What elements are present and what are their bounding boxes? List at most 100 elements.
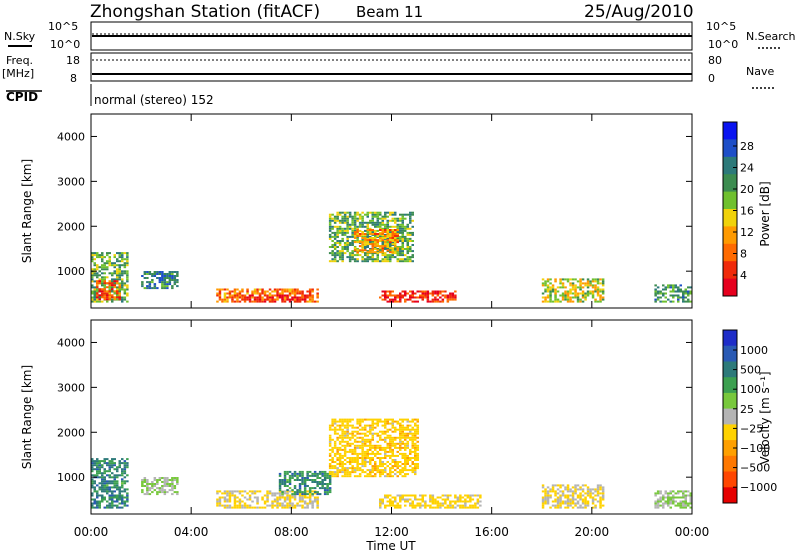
heatmap-cell bbox=[669, 490, 672, 493]
heatmap-cell bbox=[271, 294, 274, 297]
heatmap-cell bbox=[391, 430, 394, 433]
nsearch-tick-bottom: 10^0 bbox=[708, 38, 738, 51]
heatmap-cell bbox=[369, 219, 372, 222]
heatmap-cell bbox=[449, 298, 452, 301]
heatmap-cell bbox=[103, 292, 106, 295]
heatmap-cell bbox=[677, 496, 680, 499]
heatmap-cell bbox=[464, 494, 467, 497]
heatmap-cell bbox=[399, 254, 402, 257]
heatmap-cell bbox=[369, 452, 372, 455]
heatmap-cell bbox=[601, 288, 605, 291]
heatmap-cell bbox=[106, 276, 109, 279]
heatmap-cell bbox=[308, 491, 312, 494]
heatmap-cell bbox=[579, 496, 582, 499]
heatmap-cell bbox=[171, 279, 174, 281]
heatmap-cell bbox=[343, 450, 347, 453]
heatmap-cell bbox=[396, 454, 399, 457]
heatmap-cell bbox=[323, 487, 327, 490]
heatmap-cell bbox=[566, 298, 570, 301]
heatmap-cell bbox=[251, 294, 254, 297]
heatmap-cell bbox=[241, 500, 244, 503]
heatmap-cell bbox=[353, 215, 357, 218]
heatmap-cell bbox=[391, 444, 394, 447]
heatmap-cell bbox=[281, 502, 284, 505]
heatmap-cell bbox=[91, 484, 94, 487]
heatmap-cell bbox=[146, 483, 149, 485]
heatmap-cell bbox=[338, 446, 342, 449]
heatmap-cell bbox=[356, 254, 359, 257]
heatmap-cell bbox=[351, 231, 354, 234]
heatmap-cell bbox=[379, 434, 382, 437]
heatmap-cell bbox=[91, 502, 94, 505]
heatmap-cell bbox=[384, 241, 387, 244]
heatmap-cell bbox=[574, 286, 577, 289]
heatmap-cell bbox=[311, 296, 314, 299]
colorbar-tick-label: 24 bbox=[740, 162, 754, 175]
heatmap-cell bbox=[306, 490, 309, 493]
heatmap-cell bbox=[126, 274, 129, 277]
heatmap-cell bbox=[288, 494, 292, 497]
heatmap-cell bbox=[116, 252, 119, 255]
heatmap-cell bbox=[331, 467, 334, 470]
heatmap-cell bbox=[111, 264, 114, 267]
heatmap-cell bbox=[564, 506, 567, 509]
heatmap-cell bbox=[248, 490, 252, 493]
heatmap-cell bbox=[546, 290, 550, 293]
heatmap-cell bbox=[656, 296, 660, 299]
heatmap-cell bbox=[113, 486, 116, 489]
heatmap-cell bbox=[371, 231, 374, 234]
heatmap-cell bbox=[406, 473, 409, 476]
heatmap-cell bbox=[118, 474, 121, 477]
heatmap-cell bbox=[677, 298, 680, 301]
heatmap-cell bbox=[98, 300, 101, 303]
heatmap-cell bbox=[541, 300, 545, 303]
heatmap-cell bbox=[278, 288, 282, 291]
heatmap-cell bbox=[441, 494, 445, 497]
heatmap-cell bbox=[371, 223, 374, 226]
heatmap-cell bbox=[343, 215, 347, 218]
heatmap-cell bbox=[328, 481, 332, 483]
heatmap-cell bbox=[436, 298, 440, 301]
heatmap-cell bbox=[421, 294, 424, 297]
heatmap-cell bbox=[286, 494, 289, 497]
heatmap-cell bbox=[459, 500, 462, 503]
heatmap-cell bbox=[346, 215, 349, 218]
heatmap-cell bbox=[399, 444, 402, 447]
heatmap-cell bbox=[599, 288, 602, 291]
heatmap-cell bbox=[123, 490, 127, 493]
heatmap-cell bbox=[396, 463, 399, 465]
heatmap-cell bbox=[379, 235, 382, 238]
heatmap-cell bbox=[108, 280, 111, 283]
heatmap-cell bbox=[444, 494, 447, 497]
heatmap-cell bbox=[672, 288, 675, 291]
heatmap-cell bbox=[394, 469, 397, 472]
heatmap-cell bbox=[113, 500, 116, 503]
heatmap-cell bbox=[141, 489, 144, 492]
heatmap-cell bbox=[386, 422, 389, 425]
heatmap-cell bbox=[384, 450, 387, 453]
heatmap-cell bbox=[318, 481, 322, 483]
heatmap-cell bbox=[576, 496, 580, 499]
heatmap-cell bbox=[361, 469, 364, 472]
heatmap-cell bbox=[358, 463, 362, 465]
heatmap-cell bbox=[91, 296, 94, 299]
colorbar-swatch bbox=[723, 261, 737, 280]
heatmap-cell bbox=[386, 294, 389, 297]
heatmap-cell bbox=[384, 422, 387, 425]
heatmap-cell bbox=[331, 448, 334, 451]
heatmap-cell bbox=[366, 454, 369, 457]
heatmap-cell bbox=[121, 254, 124, 257]
heatmap-cell bbox=[348, 438, 352, 441]
heatmap-cell bbox=[576, 296, 580, 299]
heatmap-cell bbox=[106, 282, 109, 285]
heatmap-cell bbox=[271, 298, 274, 301]
heatmap-cell bbox=[414, 300, 417, 303]
heatmap-cell bbox=[328, 454, 332, 457]
heatmap-cell bbox=[391, 300, 394, 303]
heatmap-cell bbox=[394, 243, 397, 246]
heatmap-cell bbox=[599, 492, 602, 495]
heatmap-cell bbox=[561, 286, 565, 289]
heatmap-cell bbox=[101, 488, 104, 491]
heatmap-cell bbox=[271, 506, 274, 509]
heatmap-cell bbox=[396, 442, 399, 445]
